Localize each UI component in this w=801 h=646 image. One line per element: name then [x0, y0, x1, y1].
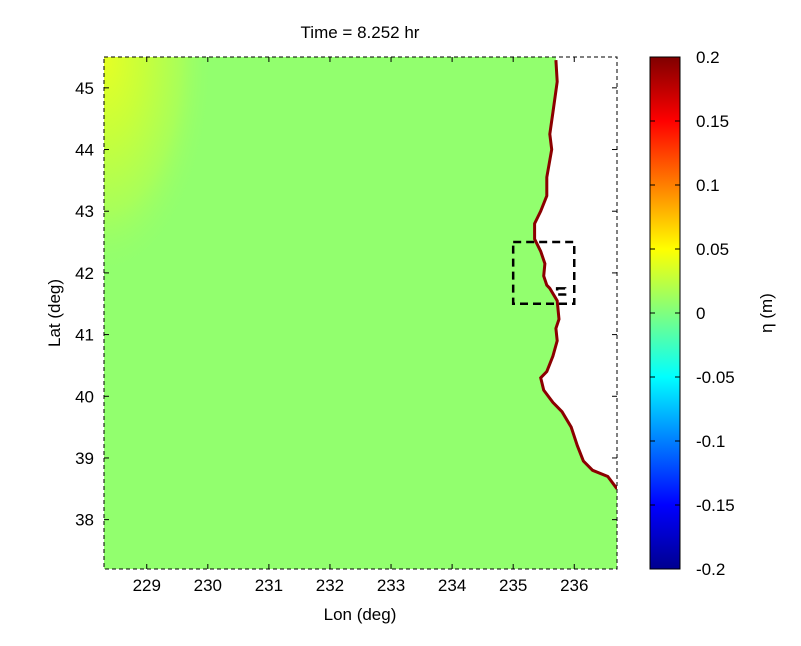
y-tick-label: 38 — [75, 511, 94, 530]
outer-box — [511, 240, 576, 305]
x-tick-label: 234 — [438, 576, 466, 595]
colorbar-tick-label: 0 — [696, 304, 705, 323]
x-tick-label: 232 — [316, 576, 344, 595]
y-tick-label: 42 — [75, 264, 94, 283]
y-tick-label: 43 — [75, 202, 94, 221]
nw-corner-anomaly — [104, 57, 617, 569]
chart-title: Time = 8.252 hr — [301, 23, 420, 42]
colorbar-tick-label: 0.15 — [696, 112, 729, 131]
x-tick-label: 233 — [377, 576, 405, 595]
colorbar-tick-label: -0.05 — [696, 368, 735, 387]
x-axis-ticks: 229 230 231 232 233 234 235 236 — [133, 57, 588, 595]
colorbar-tick-label: -0.15 — [696, 496, 735, 515]
x-tick-label: 236 — [560, 576, 588, 595]
region-boxes — [511, 240, 576, 305]
colorbar-tick-label: 0.05 — [696, 240, 729, 259]
x-tick-label: 230 — [194, 576, 222, 595]
x-tick-label: 229 — [133, 576, 161, 595]
y-tick-label: 45 — [75, 79, 94, 98]
axes-frame — [103, 56, 618, 570]
y-axis-label: Lat (deg) — [45, 279, 64, 347]
y-tick-label: 41 — [75, 326, 94, 345]
plot-area — [104, 57, 617, 569]
colorbar-tick-label: -0.1 — [696, 432, 725, 451]
y-tick-label: 39 — [75, 449, 94, 468]
coastline-edge — [533, 60, 617, 490]
y-tick-label: 40 — [75, 387, 94, 406]
colorbar-tick-label: -0.2 — [696, 560, 725, 579]
colorbar-tick-label: 0.1 — [696, 176, 720, 195]
y-axis-ticks: 38 39 40 41 42 43 44 45 — [75, 79, 617, 530]
colorbar-label: η (m) — [757, 293, 776, 333]
inner-box — [555, 287, 567, 296]
colorbar-ticks: 0.2 0.15 0.1 0.05 0 -0.05 -0.1 -0.15 -0.2 — [650, 48, 735, 579]
x-axis-label: Lon (deg) — [324, 605, 397, 624]
x-tick-label: 235 — [499, 576, 527, 595]
land-mass — [534, 57, 617, 489]
y-tick-label: 44 — [75, 141, 94, 160]
colorbar-tick-label: 0.2 — [696, 48, 720, 67]
x-tick-label: 231 — [255, 576, 283, 595]
